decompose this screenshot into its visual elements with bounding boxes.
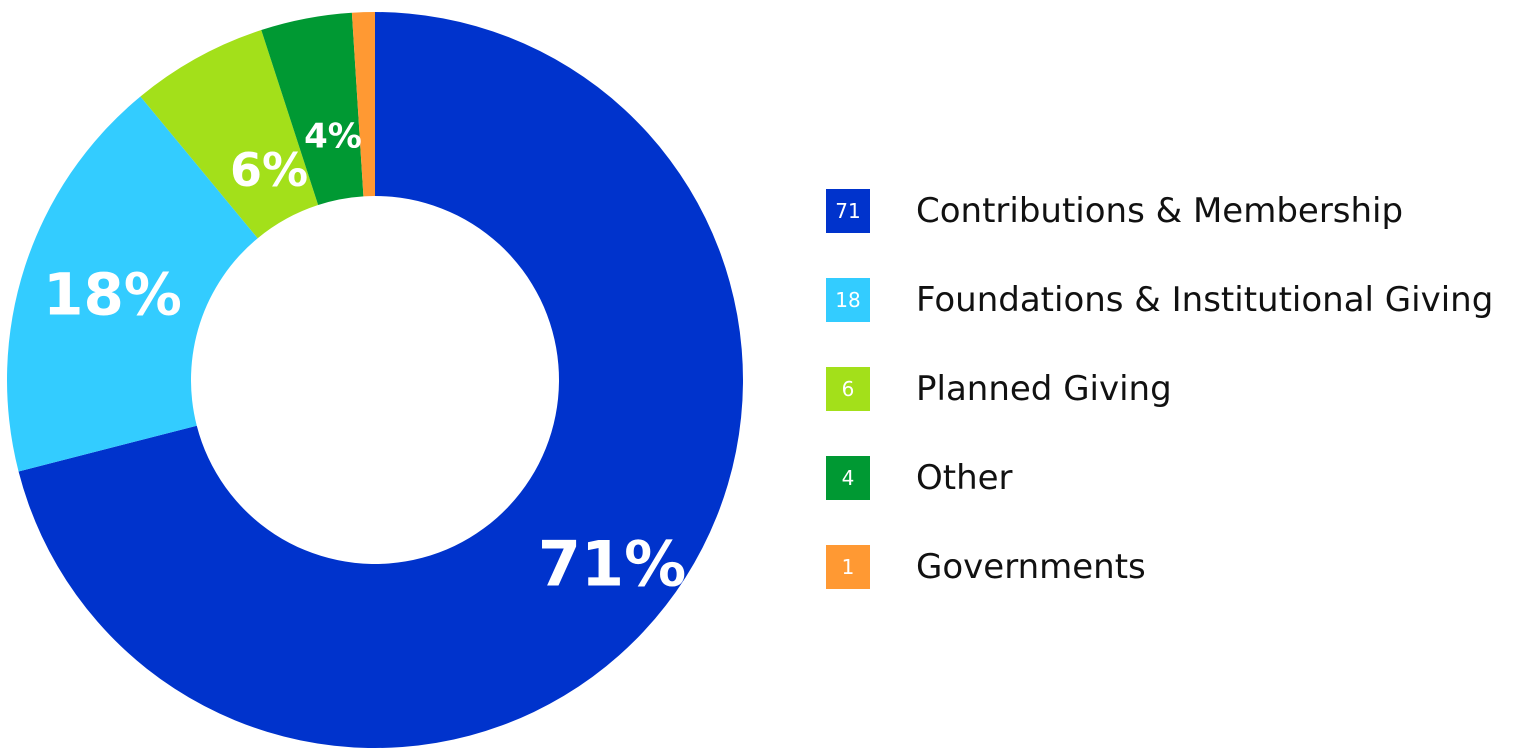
slice-label-foundations-and-institutional-giving: 18% <box>43 261 182 329</box>
slice-label-other: 4% <box>304 117 362 157</box>
legend-label: Contributions & Membership <box>916 191 1403 231</box>
legend-item-other: 4 Other <box>826 456 1013 500</box>
slice-contributions-and-membership <box>18 12 743 748</box>
slice-label-planned-giving: 6% <box>230 143 308 197</box>
legend-swatch <box>826 545 870 589</box>
legend-value: 4 <box>842 466 855 490</box>
slice-governments <box>351 12 375 197</box>
legend-swatch <box>826 189 870 233</box>
slice-foundations-and-institutional-giving <box>6 96 258 472</box>
legend-label: Planned Giving <box>916 369 1172 409</box>
legend-value: 6 <box>842 377 855 401</box>
legend-value: 1 <box>842 555 855 579</box>
legend-label: Governments <box>916 547 1146 587</box>
slice-label-contributions-and-membership: 71% <box>538 527 686 600</box>
legend-value: 71 <box>835 199 860 223</box>
legend-swatch <box>826 456 870 500</box>
legend-swatch <box>826 278 870 322</box>
donut-slice-labels: 71% 18% 6%4% <box>43 117 686 601</box>
slice-planned-giving <box>140 30 319 239</box>
legend-item-governments: 1 Governments <box>826 545 1146 589</box>
legend-value: 18 <box>835 288 860 312</box>
legend-item-foundations-and-institutional-giving: 18 Foundations & Institutional Giving <box>826 278 1493 322</box>
slice-other <box>261 12 364 206</box>
legend-label: Foundations & Institutional Giving <box>916 280 1493 320</box>
legend-item-contributions-and-membership: 71 Contributions & Membership <box>826 189 1403 233</box>
legend-item-planned-giving: 6 Planned Giving <box>826 367 1172 411</box>
legend-swatch <box>826 367 870 411</box>
legend-label: Other <box>916 458 1013 498</box>
legend: 71 Contributions & Membership 18 Foundation… <box>826 189 1493 589</box>
donut-slices <box>6 12 743 748</box>
